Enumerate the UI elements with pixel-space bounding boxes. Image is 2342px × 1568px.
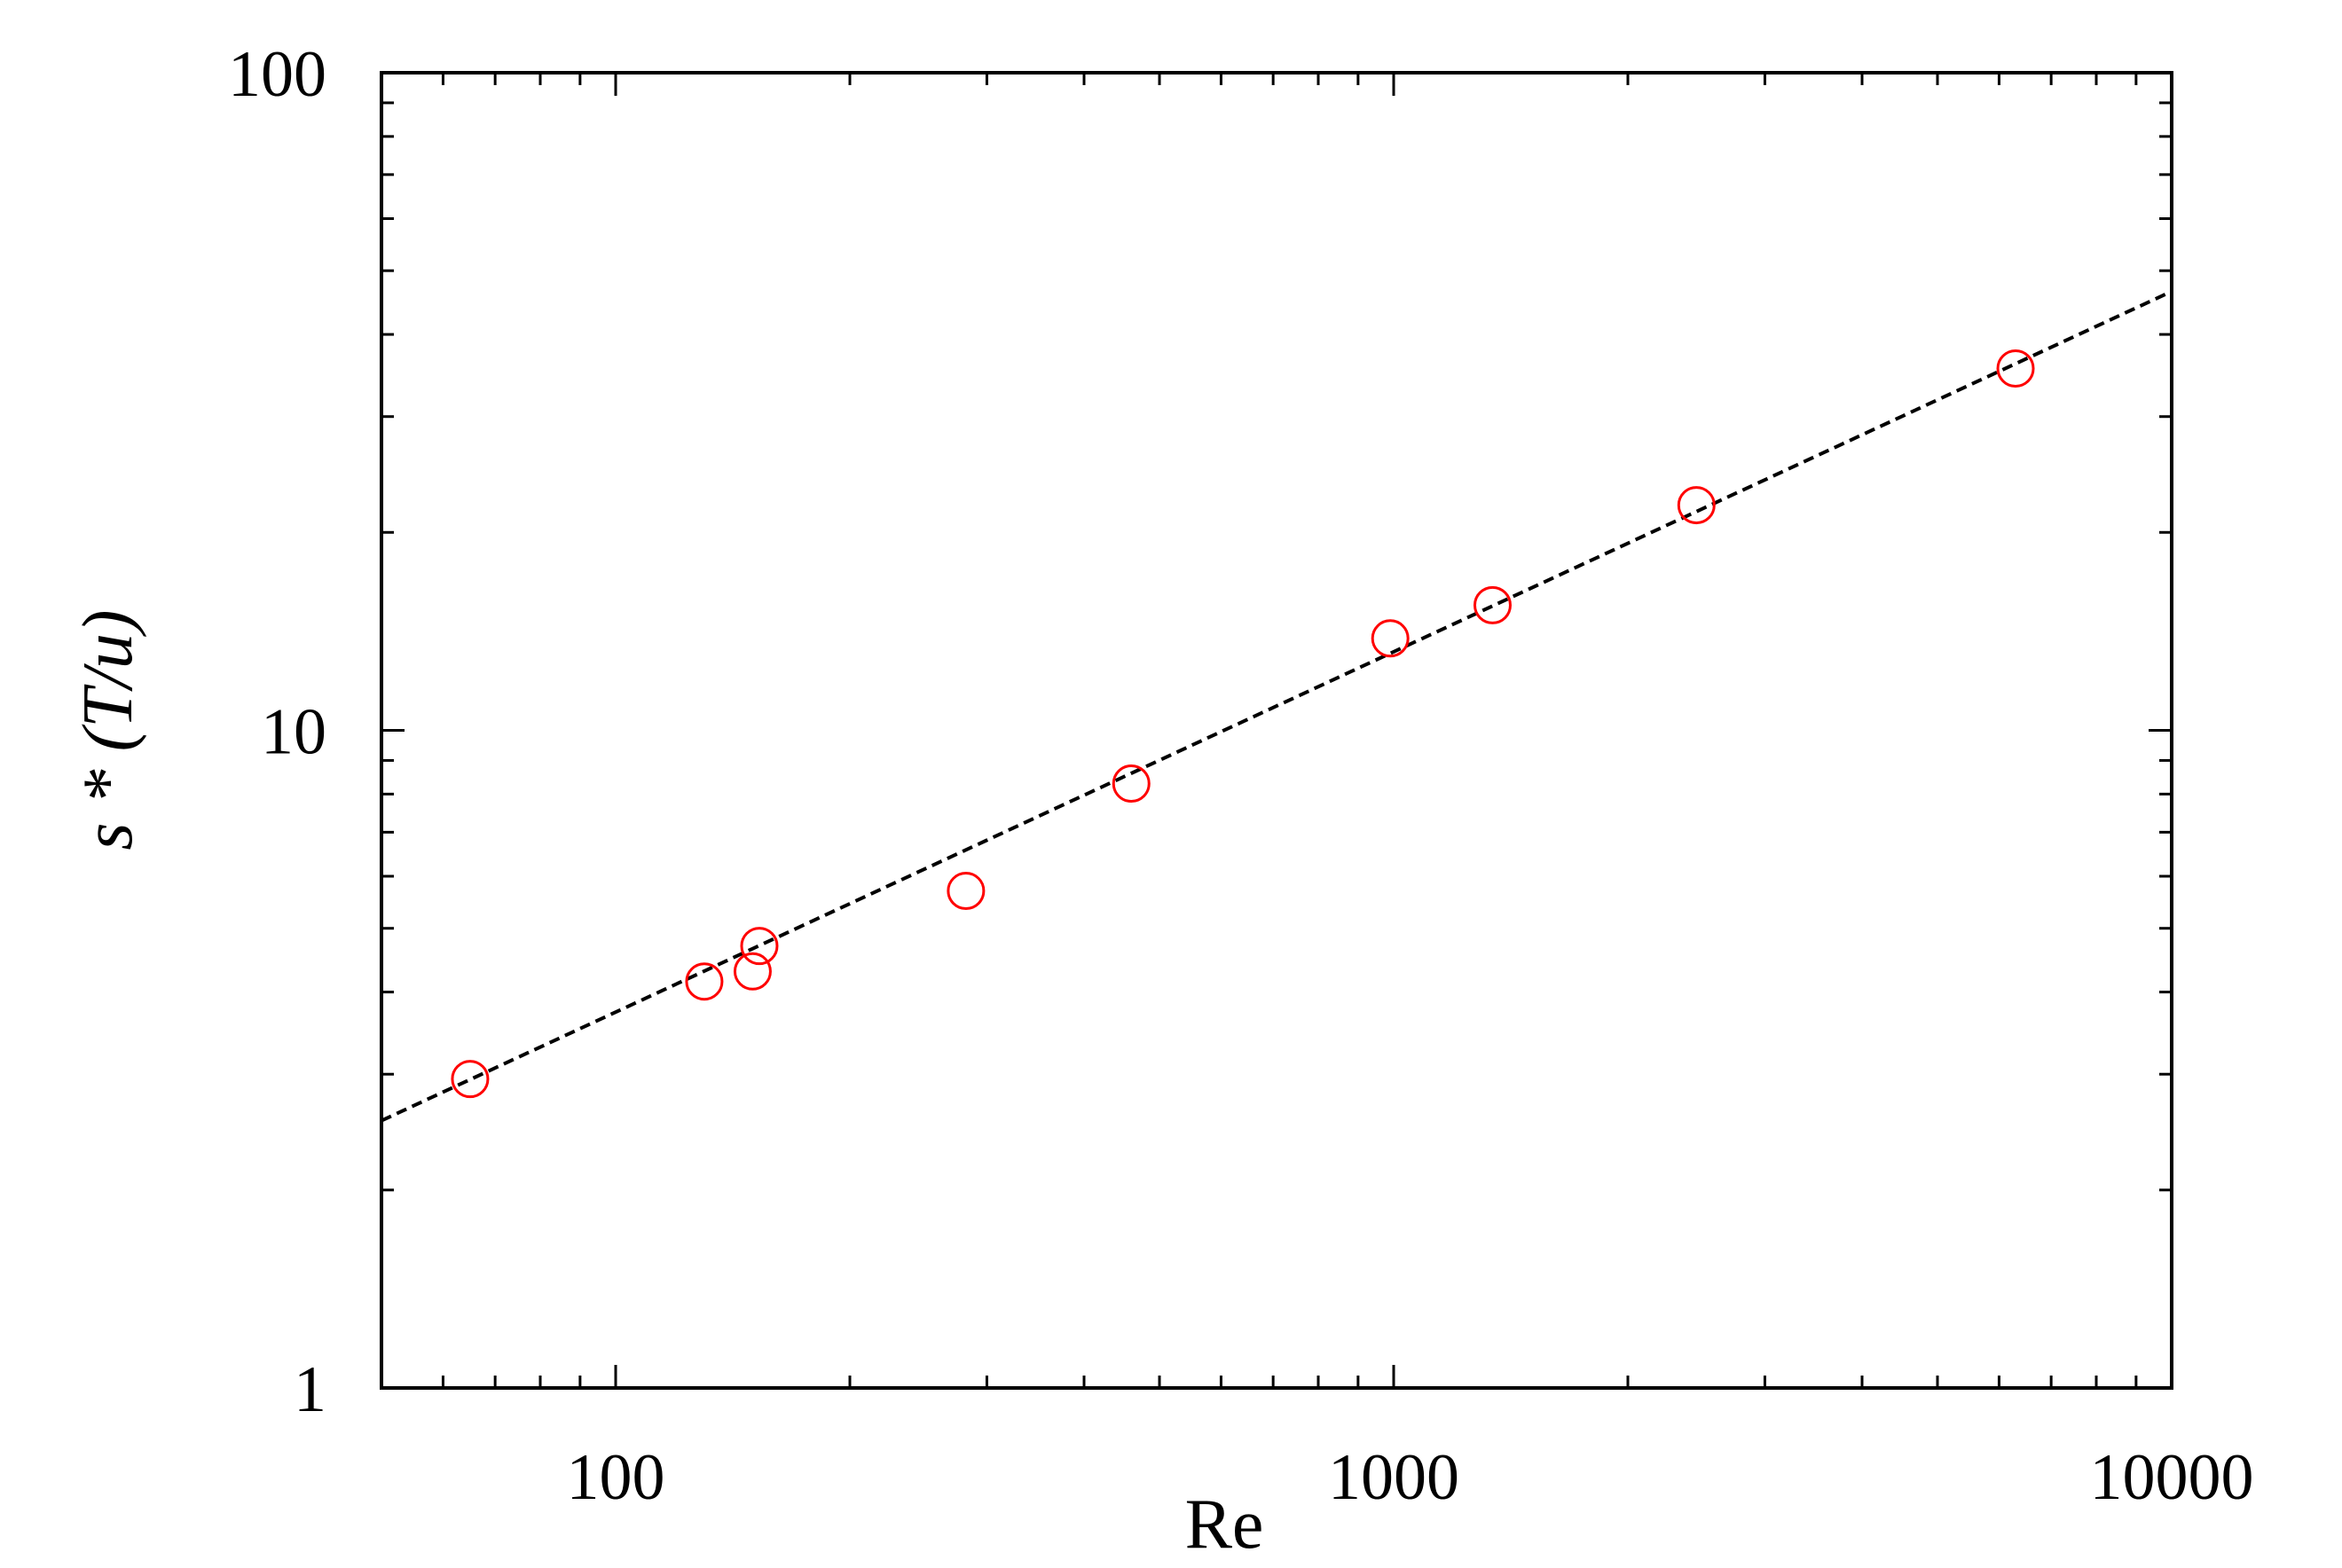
y-tick-label: 10 bbox=[261, 696, 326, 769]
data-point bbox=[740, 927, 779, 966]
x-tick-label: 100 bbox=[567, 1441, 665, 1514]
x-axis-label: Re bbox=[1185, 1486, 1264, 1564]
y-tick-label: 1 bbox=[294, 1353, 326, 1426]
data-point bbox=[947, 872, 986, 911]
y-axis-label: s * (T/u) bbox=[69, 609, 147, 850]
minor-ticks bbox=[380, 73, 2172, 1388]
points-layer bbox=[451, 349, 2035, 1099]
x-tick-label: 10000 bbox=[2090, 1441, 2254, 1514]
x-tick-label: 1000 bbox=[1328, 1441, 1459, 1514]
data-point bbox=[1473, 585, 1512, 624]
major-ticks bbox=[381, 71, 2173, 1390]
data-point bbox=[685, 962, 724, 1001]
tick-labels: 100 1000 10000 1 10 100 bbox=[228, 38, 2254, 1514]
data-point bbox=[451, 1060, 490, 1099]
fit-line bbox=[381, 289, 2173, 1123]
data-point bbox=[1677, 486, 1716, 525]
data-point bbox=[1371, 619, 1410, 658]
data-point bbox=[1112, 764, 1151, 804]
y-tick-label: 100 bbox=[228, 38, 326, 111]
fit-line-layer bbox=[381, 289, 2173, 1123]
data-point bbox=[1996, 349, 2035, 388]
data-point bbox=[733, 952, 772, 991]
plot-frame bbox=[380, 71, 2173, 1390]
